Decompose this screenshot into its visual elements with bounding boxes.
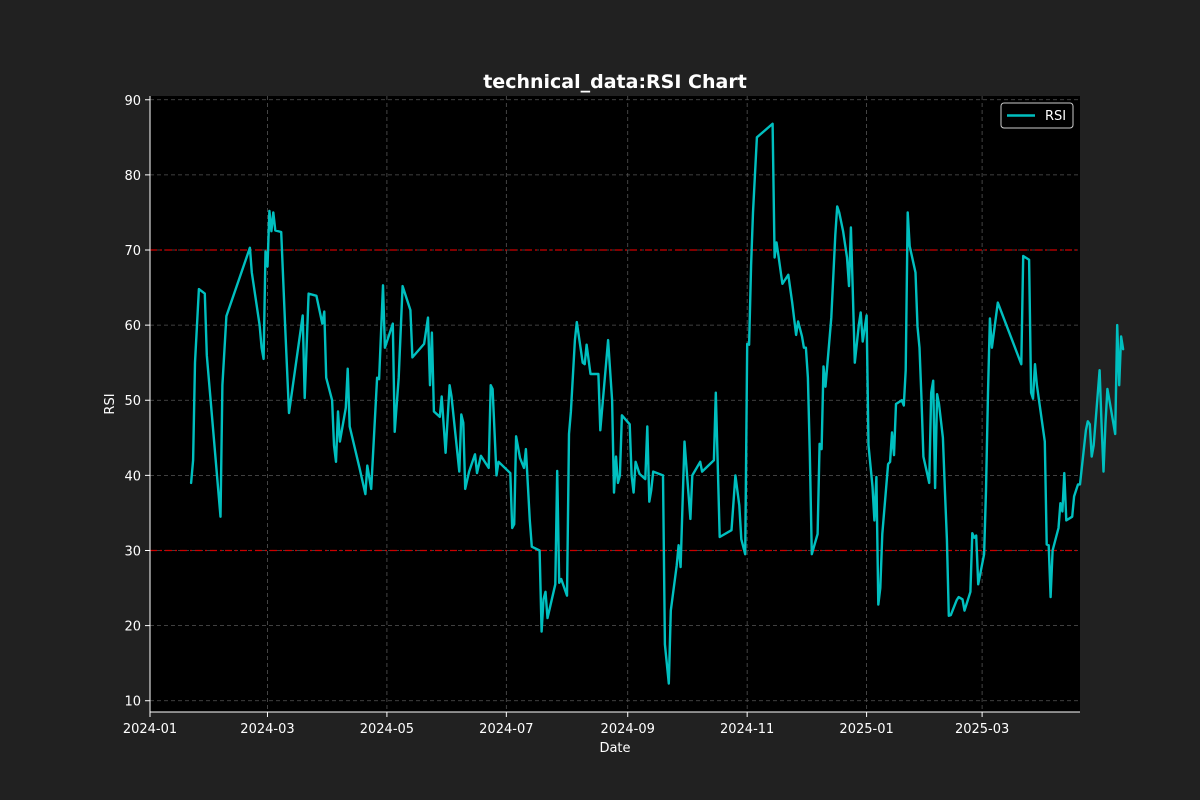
y-tick-label: 70	[124, 244, 141, 259]
y-tick-label: 80	[124, 169, 141, 184]
x-axis-label: Date	[599, 741, 630, 756]
threshold-lines	[150, 249, 1080, 552]
axes	[149, 96, 1080, 713]
legend: RSI	[1000, 102, 1074, 129]
x-tick-label: 2024-07	[479, 722, 533, 737]
series-line-rsi	[189, 122, 1125, 685]
legend-label-rsi: RSI	[1045, 109, 1066, 124]
y-ticks: 10 20 30 40 50 60 70 80 90	[124, 94, 150, 710]
y-tick-label: 60	[124, 319, 141, 334]
x-tick-label: 2024-03	[240, 722, 294, 737]
x-tick-label: 2025-03	[955, 722, 1009, 737]
chart-title: technical_data:RSI Chart	[483, 71, 747, 93]
x-tick-label: 2025-01	[839, 722, 893, 737]
x-tick-label: 2024-01	[123, 722, 177, 737]
y-tick-label: 30	[124, 544, 141, 559]
y-tick-label: 50	[124, 394, 141, 409]
x-tick-label: 2024-09	[601, 722, 655, 737]
x-ticks: 2024-01 2024-03 2024-05 2024-07 2024-09 2024-…	[123, 712, 1009, 737]
x-tick-label: 2024-11	[720, 722, 774, 737]
x-tick-label: 2024-05	[360, 722, 414, 737]
y-tick-label: 20	[124, 620, 141, 635]
legend-box	[1000, 102, 1074, 129]
y-tick-label: 90	[124, 94, 141, 109]
series-layer	[189, 122, 1125, 685]
y-axis-label: RSI	[103, 393, 118, 414]
y-tick-label: 10	[124, 695, 141, 710]
plot-area	[150, 96, 1080, 712]
y-tick-label: 40	[124, 469, 141, 484]
